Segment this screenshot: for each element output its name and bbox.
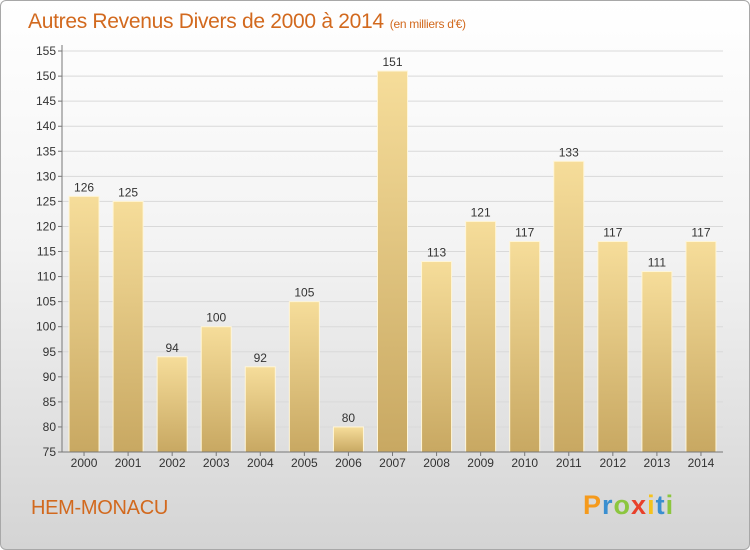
- bar-value-label: 121: [471, 205, 491, 219]
- x-tick-label: 2014: [688, 456, 715, 470]
- y-tick-label: 130: [36, 169, 56, 183]
- bar: [465, 220, 497, 453]
- x-tick-label: 2010: [511, 456, 538, 470]
- y-tick-label: 120: [36, 219, 56, 233]
- bar: [553, 160, 585, 453]
- bar: [288, 301, 320, 453]
- y-tick-label: 140: [36, 119, 56, 133]
- chart-subtitle: (en milliers d'€): [389, 17, 466, 31]
- y-tick-label: 90: [43, 370, 57, 384]
- x-tick-label: 2013: [644, 456, 671, 470]
- logo-letter: o: [613, 490, 632, 520]
- title-text: Autres Revenus Divers de 2000 à 2014: [28, 10, 384, 33]
- y-tick-label: 150: [36, 69, 56, 83]
- bar-value-label: 126: [74, 180, 94, 194]
- bar: [421, 261, 453, 453]
- x-tick-label: 2005: [291, 456, 318, 470]
- x-tick-label: 2009: [467, 456, 494, 470]
- y-tick-label: 155: [36, 44, 56, 58]
- bar-value-label: 80: [342, 411, 356, 425]
- bar-value-label: 125: [118, 185, 138, 199]
- y-tick-label: 135: [36, 144, 56, 158]
- x-tick-label: 2001: [115, 456, 142, 470]
- bar: [244, 366, 276, 453]
- bars: 126 125 94 100 92 105 80 151 113 121 117 133 117 111 1…: [68, 55, 717, 453]
- bar: [509, 240, 541, 453]
- logo-letter: x: [631, 490, 648, 520]
- bar-value-label: 111: [648, 256, 667, 270]
- logo-letter: r: [602, 490, 614, 520]
- x-tick-label: 2002: [159, 456, 186, 470]
- bar-value-label: 117: [515, 225, 534, 239]
- location-name: HEM-MONACU: [31, 497, 168, 519]
- logo-letter: i: [647, 490, 656, 520]
- bar-value-label: 117: [603, 225, 622, 239]
- x-tick-label: 2012: [599, 456, 626, 470]
- y-tick-label: 145: [36, 94, 56, 108]
- bar: [597, 240, 629, 453]
- x-tick-label: 2000: [71, 456, 98, 470]
- bar: [332, 426, 364, 453]
- y-tick-label: 95: [43, 345, 57, 359]
- x-tick-label: 2006: [335, 456, 362, 470]
- x-tick-label: 2011: [556, 456, 582, 470]
- bar-value-label: 113: [427, 246, 446, 260]
- y-tick-label: 115: [37, 245, 56, 259]
- bar: [156, 356, 188, 453]
- bar-value-label: 151: [382, 55, 402, 69]
- y-tick-label: 80: [43, 420, 57, 434]
- bar-value-label: 100: [206, 311, 226, 325]
- bar-value-label: 105: [294, 286, 314, 300]
- x-tick-label: 2007: [379, 456, 406, 470]
- x-tick-label: 2008: [423, 456, 450, 470]
- logo-letter: i: [665, 490, 675, 520]
- x-tick-label: 2004: [247, 456, 274, 470]
- logo-letter: P: [583, 490, 603, 520]
- axes: 75 80 85 90 95 100 105 110 115 120 125 130 135 140 145…: [36, 44, 723, 470]
- logo-letter: t: [655, 490, 666, 520]
- y-tick-label: 110: [37, 270, 56, 284]
- bar: [377, 70, 408, 453]
- bar: [200, 326, 232, 453]
- bar-value-label: 117: [691, 225, 710, 239]
- y-tick-label: 125: [36, 194, 56, 208]
- bar: [112, 200, 144, 453]
- chart-title: Autres Revenus Divers de 2000 à 2014 (en …: [28, 10, 466, 34]
- y-tick-label: 100: [36, 320, 56, 334]
- bar-value-label: 94: [165, 341, 179, 355]
- bar: [685, 240, 717, 453]
- bar-value-label: 92: [254, 351, 268, 365]
- y-tick-label: 75: [43, 445, 57, 459]
- bar-value-label: 133: [559, 145, 579, 159]
- y-tick-label: 85: [43, 395, 57, 409]
- y-tick-label: 105: [36, 295, 56, 309]
- proxiti-logo: Proxiti: [583, 490, 674, 521]
- bar: [68, 195, 100, 453]
- bar: [641, 271, 673, 453]
- x-tick-label: 2003: [203, 456, 230, 470]
